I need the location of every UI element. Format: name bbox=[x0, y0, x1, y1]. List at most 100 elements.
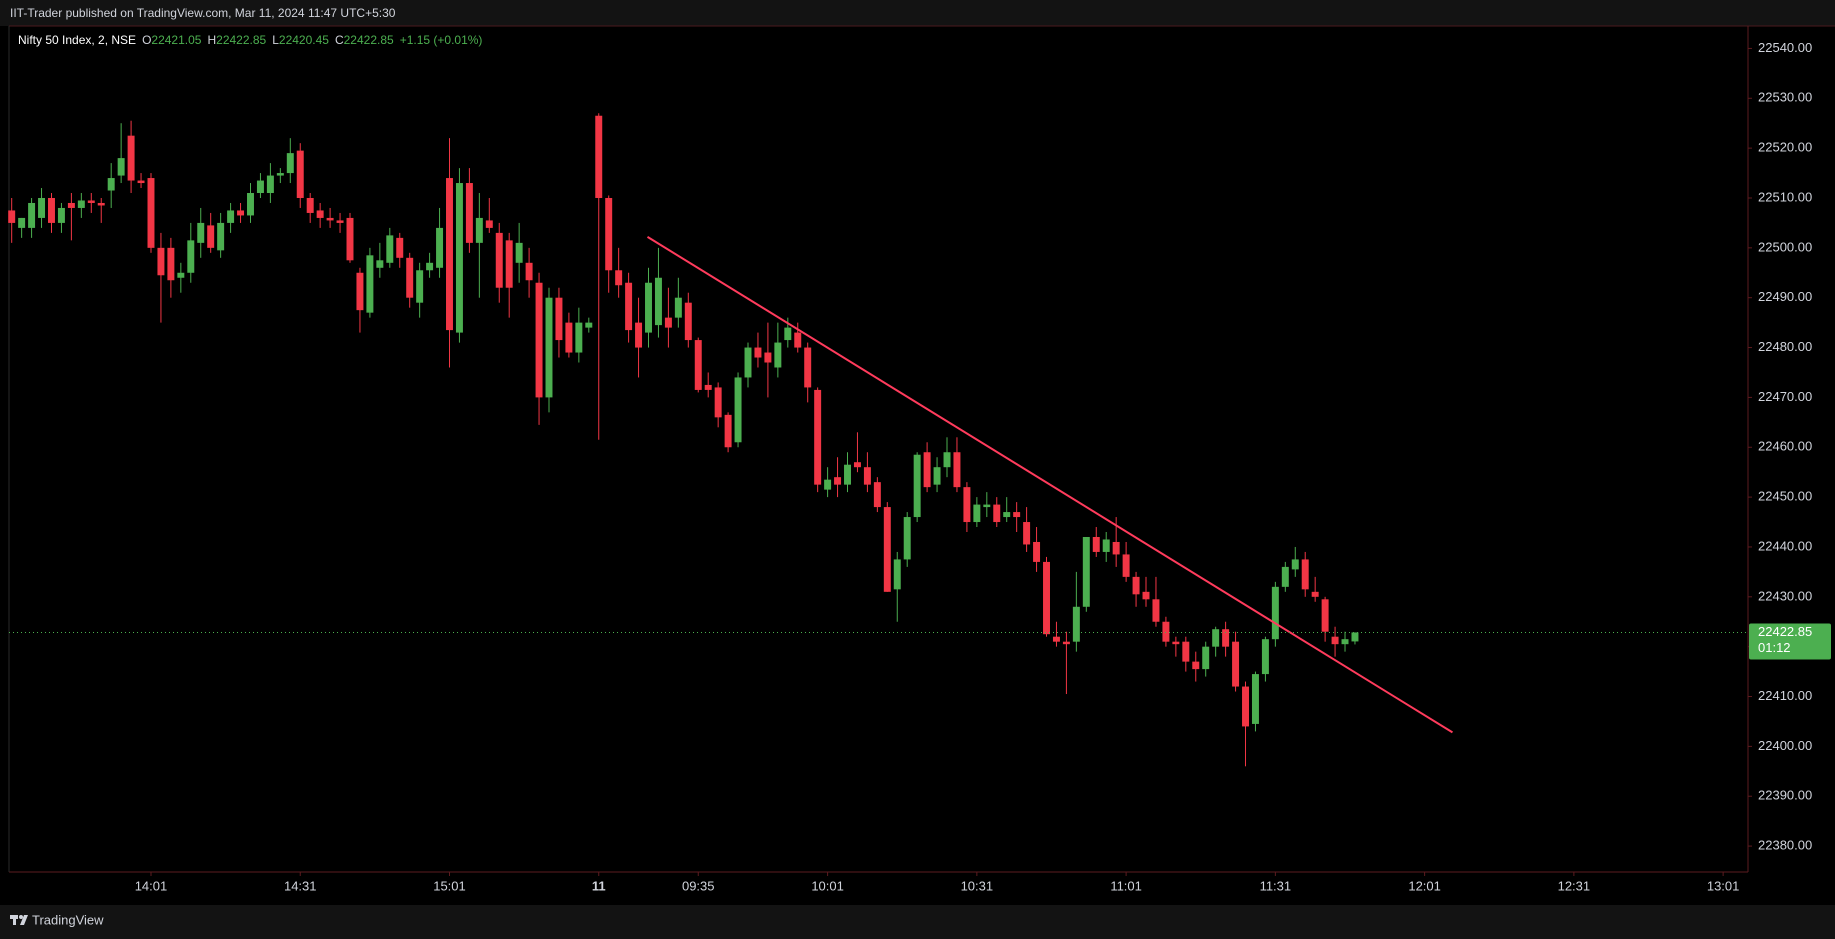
y-tick-label: 22410.00 bbox=[1758, 688, 1812, 703]
legend-value: 22422.85 bbox=[216, 33, 266, 47]
candle-body bbox=[575, 322, 583, 353]
candle-body bbox=[107, 178, 115, 191]
candle-body bbox=[1182, 641, 1190, 662]
candle-body bbox=[674, 297, 682, 318]
candle-body bbox=[774, 342, 782, 368]
candle-body bbox=[48, 197, 55, 223]
candle-body bbox=[8, 210, 16, 223]
candle-body bbox=[495, 232, 503, 288]
candle-body bbox=[227, 210, 235, 223]
candle-body bbox=[1271, 586, 1279, 640]
y-tick-label: 22510.00 bbox=[1758, 189, 1812, 204]
candle-body bbox=[714, 387, 722, 418]
x-tick-label: 13:01 bbox=[1707, 878, 1740, 893]
candle-body bbox=[853, 462, 861, 468]
candle-body bbox=[515, 242, 523, 263]
y-tick-label: 22400.00 bbox=[1758, 738, 1812, 753]
candle-body bbox=[127, 135, 135, 181]
candle-body bbox=[1112, 541, 1120, 555]
candle-body bbox=[664, 317, 672, 328]
candle-body bbox=[286, 153, 294, 174]
y-tick-label: 22540.00 bbox=[1758, 40, 1812, 55]
candle-body bbox=[197, 222, 205, 243]
last-price-label: 22422.85 bbox=[1758, 624, 1812, 639]
y-tick-label: 22520.00 bbox=[1758, 140, 1812, 155]
candle-body bbox=[207, 225, 215, 248]
x-tick-label: 09:35 bbox=[682, 878, 715, 893]
legend-change: +1.15 (+0.01%) bbox=[400, 33, 483, 47]
candle-body bbox=[266, 175, 274, 194]
candle-body bbox=[406, 257, 414, 298]
candle-body bbox=[1261, 639, 1269, 675]
y-tick-label: 22480.00 bbox=[1758, 339, 1812, 354]
candle-body bbox=[585, 322, 593, 328]
candle-body bbox=[545, 297, 553, 398]
candle-body bbox=[1232, 641, 1240, 687]
candle-body bbox=[724, 414, 732, 448]
candle-body bbox=[1003, 512, 1011, 518]
candle-body bbox=[147, 178, 155, 248]
candle-body bbox=[1052, 636, 1060, 642]
candle-body bbox=[525, 262, 533, 281]
header-bar bbox=[0, 0, 1835, 26]
candle-body bbox=[654, 277, 662, 326]
candle-body bbox=[117, 158, 125, 176]
brand-text: TradingView bbox=[32, 912, 104, 927]
candle-body bbox=[87, 200, 95, 203]
candle-body bbox=[953, 452, 961, 488]
candle-body bbox=[983, 504, 991, 508]
candle-body bbox=[1023, 522, 1031, 545]
legend-symbol: Nifty 50 Index, 2, NSE bbox=[18, 33, 136, 47]
candle-body bbox=[18, 217, 26, 228]
candle-body bbox=[177, 272, 185, 278]
candle-body bbox=[824, 479, 832, 490]
candle-body bbox=[1351, 632, 1359, 642]
candle-body bbox=[684, 302, 692, 341]
candle-body bbox=[993, 504, 1001, 523]
candle-body bbox=[605, 197, 613, 271]
legend-value: 22421.05 bbox=[151, 33, 201, 47]
candle-body bbox=[426, 262, 434, 271]
candle-body bbox=[247, 193, 254, 216]
candle-body bbox=[844, 464, 851, 485]
candle-body bbox=[1331, 636, 1339, 645]
x-tick-label: 14:31 bbox=[284, 878, 317, 893]
candle-body bbox=[704, 384, 712, 390]
legend: Nifty 50 Index, 2, NSE O22421.05 H22422.85… bbox=[18, 33, 482, 47]
candle-body bbox=[1321, 599, 1329, 632]
y-tick-label: 22460.00 bbox=[1758, 439, 1812, 454]
candle-body bbox=[336, 220, 344, 223]
candle-body bbox=[326, 217, 334, 221]
candle-body bbox=[615, 270, 623, 286]
candle-body bbox=[465, 183, 473, 243]
candle-body bbox=[1172, 641, 1180, 645]
candle-body bbox=[1132, 576, 1140, 595]
x-tick-label: 10:01 bbox=[811, 878, 844, 893]
candle-body bbox=[595, 115, 603, 198]
candle-body bbox=[137, 180, 145, 184]
candle-body bbox=[1251, 674, 1259, 724]
candle-body bbox=[1192, 661, 1200, 670]
candle-body bbox=[1311, 591, 1319, 597]
candle-body bbox=[416, 270, 424, 303]
legend-value: 22422.85 bbox=[344, 33, 394, 47]
candle-body bbox=[943, 452, 951, 468]
y-tick-label: 22490.00 bbox=[1758, 289, 1812, 304]
y-tick-label: 22430.00 bbox=[1758, 588, 1812, 603]
candle-body bbox=[734, 377, 742, 443]
candle-body bbox=[1291, 559, 1299, 570]
candle-body bbox=[485, 220, 493, 228]
y-tick-label: 22380.00 bbox=[1758, 838, 1812, 853]
candle-body bbox=[386, 235, 394, 263]
candle-body bbox=[635, 322, 643, 348]
candle-body bbox=[933, 467, 941, 485]
candle-body bbox=[913, 454, 921, 518]
candle-body bbox=[67, 202, 75, 208]
x-tick-label: 11:01 bbox=[1110, 878, 1142, 893]
candle-body bbox=[804, 347, 812, 388]
y-tick-label: 22390.00 bbox=[1758, 788, 1812, 803]
candle-body bbox=[883, 507, 891, 592]
candle-body bbox=[1202, 646, 1210, 670]
